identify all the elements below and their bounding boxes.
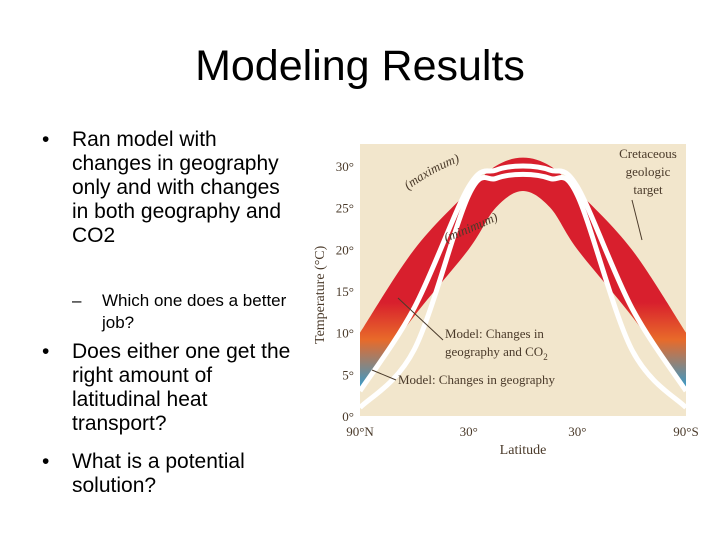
bullet-text: Ran model with changes in geography only… bbox=[72, 128, 282, 247]
y-tick-labels: 0° 5° 10° 15° 20° 25° 30° bbox=[336, 159, 354, 424]
y-tick-label: 0° bbox=[342, 409, 354, 424]
y-tick-label: 15° bbox=[336, 284, 354, 299]
bullet-dot: • bbox=[42, 450, 50, 473]
bullet-item: • Ran model with changes in geography on… bbox=[42, 128, 292, 248]
bullet-dot: • bbox=[42, 128, 50, 151]
bullet-dot: • bbox=[42, 340, 50, 363]
y-tick-label: 20° bbox=[336, 242, 354, 257]
co2-leader-line bbox=[397, 297, 444, 341]
bullet-item: • Does either one get the right amount o… bbox=[42, 340, 292, 436]
x-tick-labels: 90°N 30° 30° 90°S bbox=[346, 424, 699, 439]
target-leader-line bbox=[631, 199, 643, 241]
co2-label-line2: geography and CO2 bbox=[445, 344, 548, 362]
co2-annotation: Model: Changes in geography and CO2 bbox=[445, 326, 548, 362]
target-label-line: Cretaceous bbox=[619, 146, 677, 161]
x-tick-label: 90°S bbox=[673, 424, 698, 439]
bullet-text: What is a potential solution? bbox=[72, 450, 245, 497]
target-band bbox=[360, 157, 686, 391]
geo-label: Model: Changes in geography bbox=[398, 372, 556, 387]
sub-bullet-item: – Which one does a better job? bbox=[72, 290, 292, 334]
series-line-geography bbox=[358, 171, 688, 410]
slide-title: Modeling Results bbox=[195, 42, 525, 90]
co2-label-main: geography and CO bbox=[445, 344, 543, 359]
y-tick-label: 5° bbox=[342, 367, 354, 382]
bullet-text: Does either one get the right amount of … bbox=[72, 340, 291, 435]
sub-bullet-dash: – bbox=[72, 291, 82, 310]
bullet-item: • What is a potential solution? bbox=[42, 450, 292, 498]
geo-leader-line bbox=[371, 369, 397, 381]
target-label-line: geologic bbox=[626, 164, 671, 179]
y-axis-label: Temperature (°C) bbox=[313, 245, 328, 344]
target-annotation: Cretaceous geologic target bbox=[619, 146, 677, 197]
y-tick-label: 10° bbox=[336, 326, 354, 341]
sub-bullet-text: Which one does a better job? bbox=[102, 291, 287, 332]
temperature-chart: 0° 5° 10° 15° 20° 25° 30° 90°N 30° 30° 90°S Tempe… bbox=[308, 138, 720, 473]
target-label-line: target bbox=[633, 182, 663, 197]
y-tick-label: 25° bbox=[336, 201, 354, 216]
x-tick-label: 90°N bbox=[346, 424, 374, 439]
co2-subscript: 2 bbox=[543, 352, 548, 362]
series-line-geography-co2 bbox=[357, 163, 689, 393]
y-tick-label: 30° bbox=[336, 159, 354, 174]
x-tick-label: 30° bbox=[460, 424, 478, 439]
x-axis-label: Latitude bbox=[500, 443, 547, 458]
co2-label-line1: Model: Changes in bbox=[445, 326, 544, 341]
chart-svg: 0° 5° 10° 15° 20° 25° 30° 90°N 30° 30° 90°S Tempe… bbox=[313, 144, 699, 458]
x-tick-label: 30° bbox=[568, 424, 586, 439]
